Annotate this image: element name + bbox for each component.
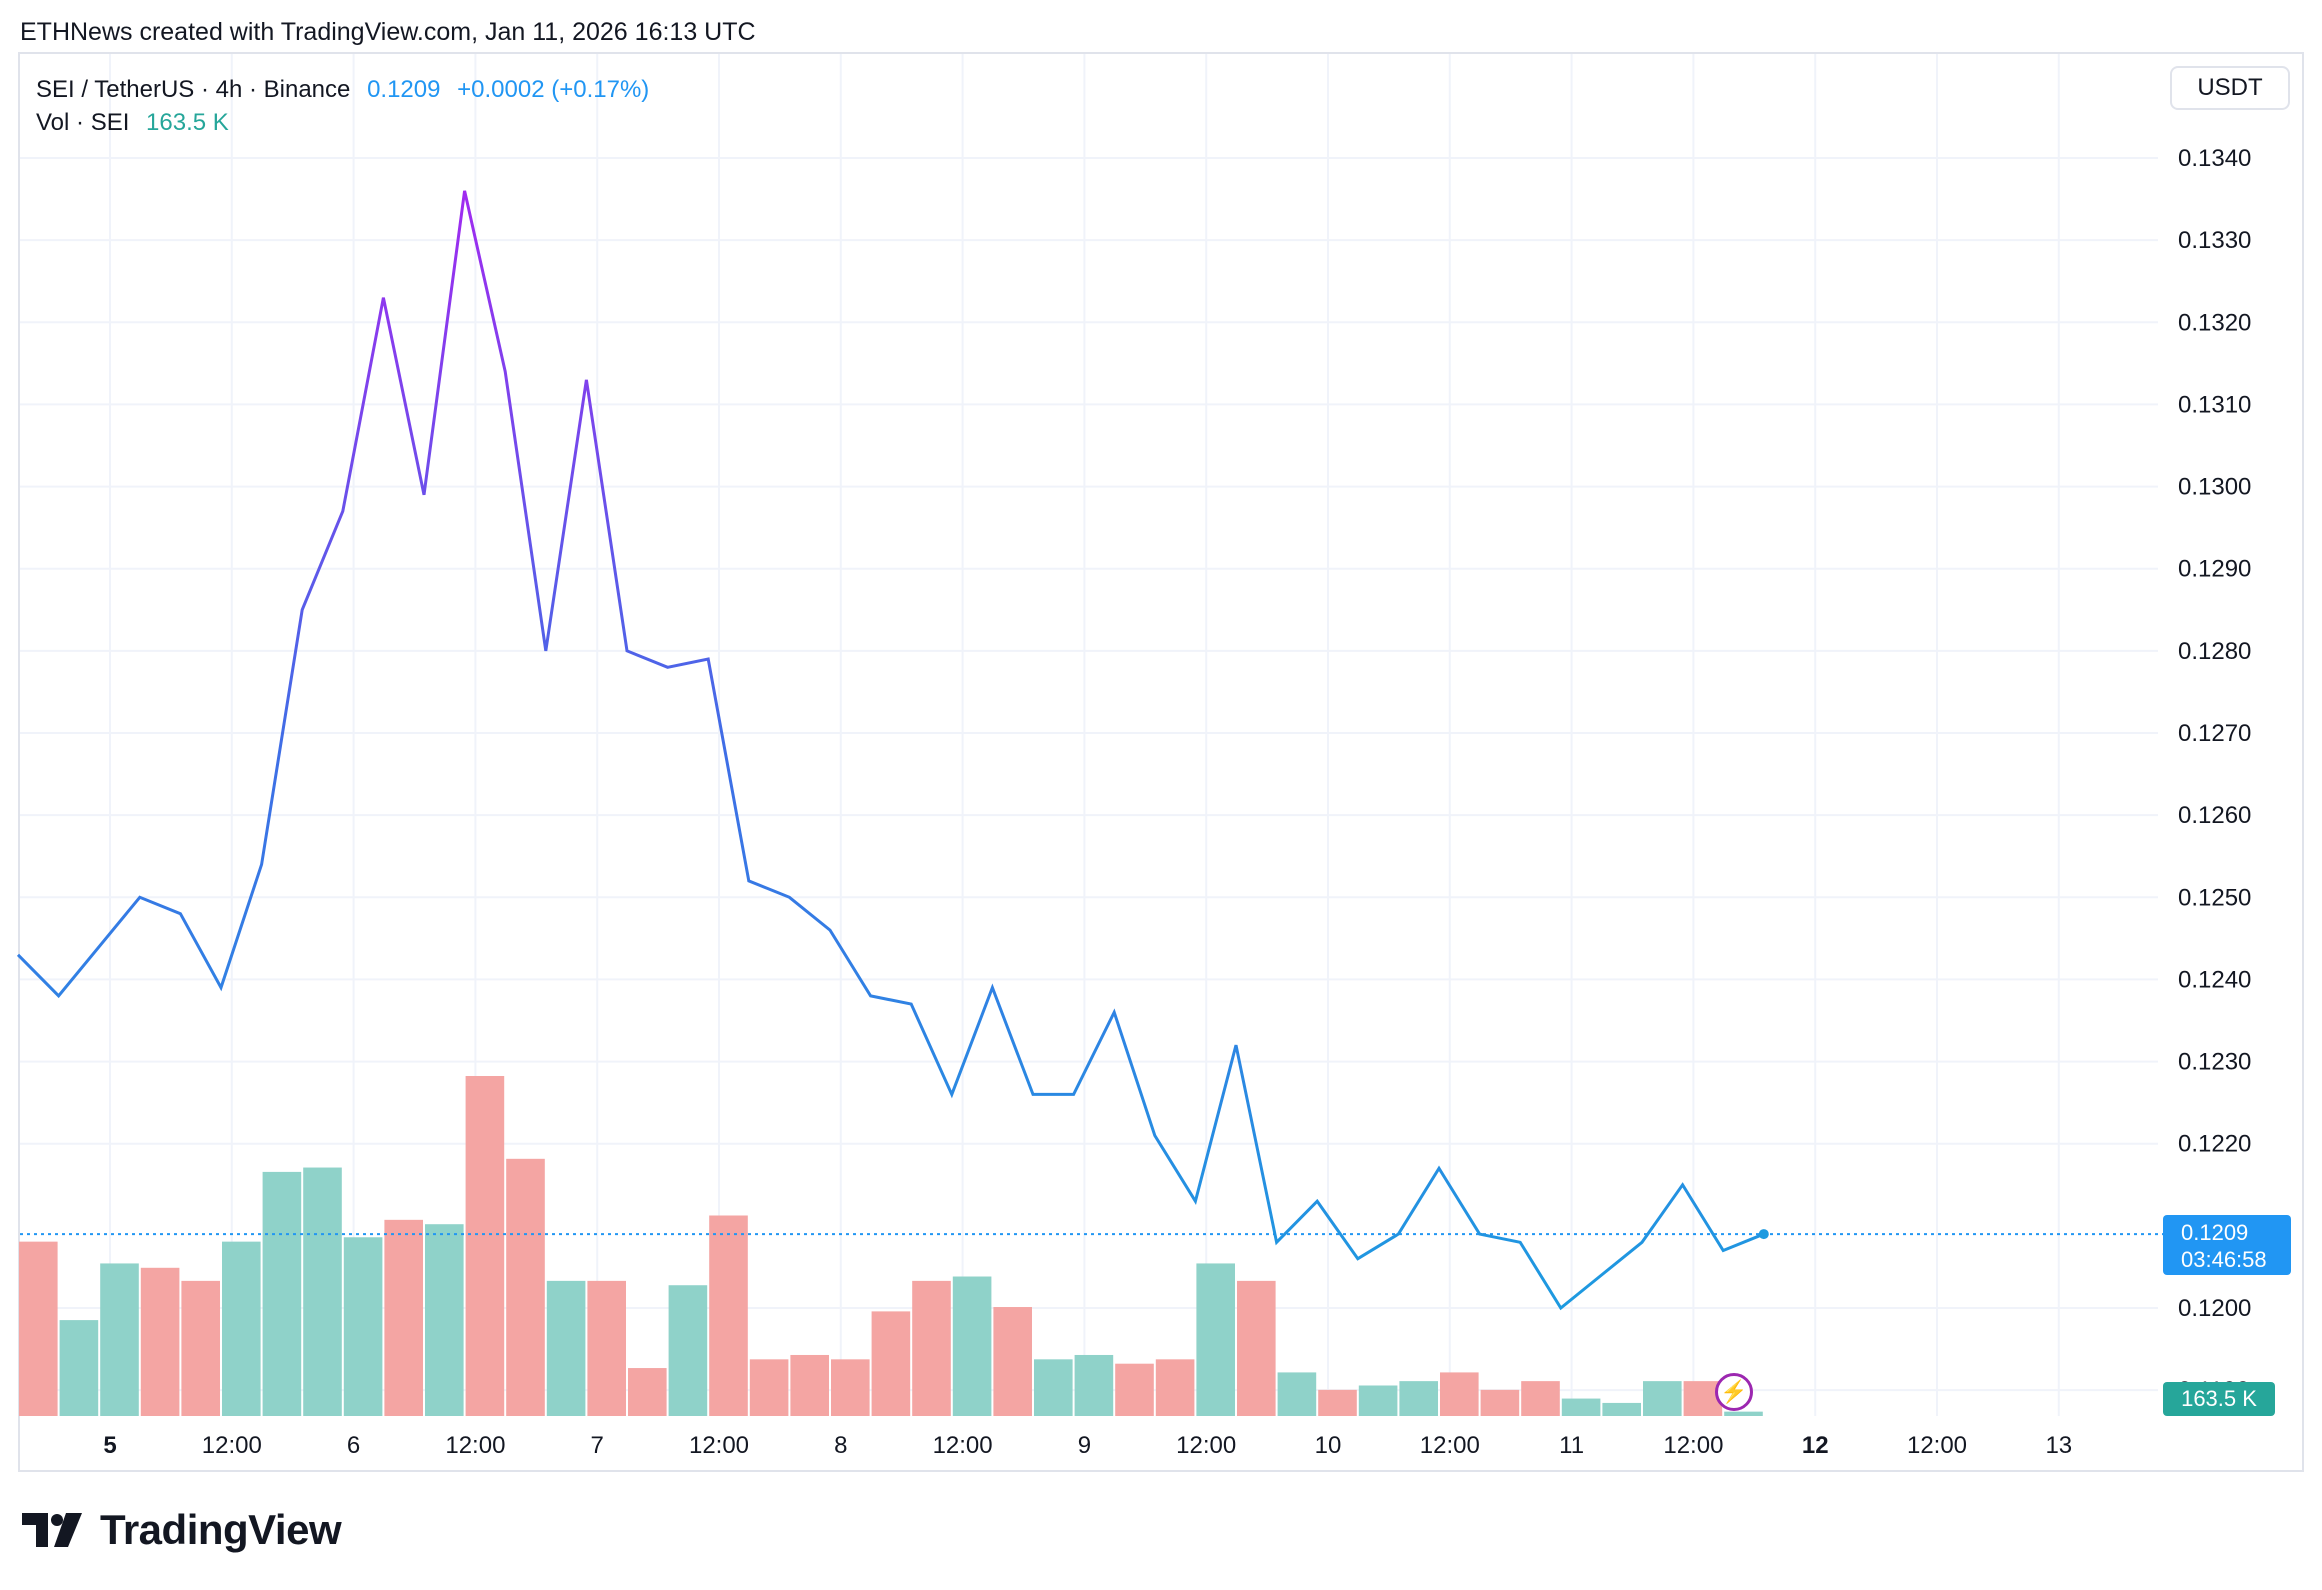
y-tick-label: 0.1300 [2178, 474, 2251, 501]
volume-bar [1440, 1372, 1479, 1416]
x-tick-label: 12:00 [1663, 1432, 1723, 1459]
volume-bar [749, 1359, 789, 1416]
volume-bar [1480, 1389, 1520, 1416]
y-tick-label: 0.1330 [2178, 227, 2251, 254]
volume-bar [1196, 1263, 1235, 1416]
chart-caption: ETHNews created with TradingView.com, Ja… [20, 18, 756, 46]
volume-bar [790, 1354, 829, 1416]
volume-bar [465, 1076, 505, 1416]
x-tick-label: 9 [1078, 1432, 1091, 1459]
volume-label: Vol · SEI [36, 109, 130, 136]
x-tick-label: 12:00 [1420, 1432, 1480, 1459]
y-tick-label: 0.1250 [2178, 884, 2251, 911]
volume-bar [1115, 1363, 1154, 1416]
volume-tag: 163.5 K [2163, 1382, 2275, 1416]
volume-bar [343, 1237, 383, 1416]
volume-bar [1643, 1381, 1682, 1416]
volume-bar [262, 1171, 302, 1416]
chart-panel[interactable] [18, 52, 2304, 1472]
volume-bar [1724, 1411, 1763, 1416]
lightning-icon[interactable]: ⚡ [1715, 1373, 1753, 1411]
volume-bar [912, 1280, 951, 1416]
volume-value: 163.5 K [146, 109, 229, 136]
volume-bar [1358, 1385, 1398, 1416]
volume-bar [1277, 1372, 1317, 1416]
volume-bar [871, 1311, 911, 1416]
volume-bar [59, 1320, 99, 1416]
last-price-tag: 0.1209 03:46:58 [2163, 1215, 2291, 1275]
volume-bar [1155, 1359, 1195, 1416]
x-tick-label: 12 [1802, 1432, 1829, 1459]
volume-bar [1074, 1354, 1114, 1416]
volume-bar [425, 1224, 464, 1416]
y-tick-label: 0.1280 [2178, 638, 2251, 665]
x-tick-label: 12:00 [1176, 1432, 1236, 1459]
y-tick-label: 0.1230 [2178, 1049, 2251, 1076]
y-tick-label: 0.1240 [2178, 966, 2251, 993]
last-price-dot [1758, 1229, 1769, 1240]
volume-legend[interactable]: Vol · SEI 163.5 K [36, 109, 229, 137]
x-tick-label: 12:00 [202, 1432, 262, 1459]
y-tick-label: 0.1310 [2178, 391, 2251, 418]
volume-bar [1521, 1381, 1560, 1416]
volume-bar [628, 1368, 667, 1416]
volume-bar [1318, 1389, 1357, 1416]
tradingview-logo[interactable]: TradingView [22, 1506, 342, 1554]
currency-selector[interactable]: USDT [2170, 66, 2290, 110]
volume-bar [384, 1219, 423, 1416]
volume-bar [587, 1280, 626, 1416]
volume-bar [546, 1280, 586, 1416]
x-tick-label: 5 [103, 1432, 116, 1459]
tradingview-mark-icon [22, 1513, 82, 1547]
volume-bar [506, 1158, 545, 1416]
volume-bar [1399, 1381, 1438, 1416]
volume-bar [709, 1215, 748, 1416]
volume-bar [100, 1263, 139, 1416]
volume-bar [668, 1285, 708, 1416]
x-tick-label: 12:00 [933, 1432, 993, 1459]
x-tick-label: 8 [834, 1432, 847, 1459]
symbol-legend[interactable]: SEI / TetherUS · 4h · Binance 0.1209 +0.… [36, 76, 649, 104]
x-tick-label: 11 [1559, 1432, 1584, 1459]
y-tick-label: 0.1260 [2178, 802, 2251, 829]
x-tick-label: 12:00 [1907, 1432, 1967, 1459]
x-tick-label: 12:00 [445, 1432, 505, 1459]
y-tick-label: 0.1320 [2178, 309, 2251, 336]
symbol-label: SEI / TetherUS · 4h · Binance [36, 76, 351, 103]
volume-bar [181, 1280, 220, 1416]
volume-bar [1237, 1280, 1276, 1416]
volume-bar [140, 1267, 180, 1416]
y-tick-label: 0.1340 [2178, 145, 2251, 172]
volume-bar [952, 1276, 992, 1416]
volume-bar [303, 1167, 342, 1416]
volume-bar [831, 1359, 870, 1416]
price-change-value: +0.0002 (+0.17%) [457, 76, 650, 103]
price-tag-value: 0.1209 [2181, 1220, 2249, 1245]
x-tick-label: 12:00 [689, 1432, 749, 1459]
volume-bar [1034, 1359, 1073, 1416]
volume-bar [19, 1241, 58, 1416]
price-line [16, 190, 1765, 1311]
volume-bar [993, 1307, 1032, 1416]
volume-bar [1561, 1398, 1601, 1416]
x-tick-label: 10 [1315, 1432, 1342, 1459]
price-line-series [16, 190, 1769, 1311]
x-tick-label: 6 [347, 1432, 360, 1459]
y-tick-label: 0.1200 [2178, 1295, 2251, 1322]
y-tick-label: 0.1270 [2178, 720, 2251, 747]
time-axis[interactable]: 5 12:00 6 12:00 7 12:00 8 12:00 9 12:00 10 12:00 11 1… [103, 1432, 2072, 1459]
x-tick-label: 7 [591, 1432, 604, 1459]
volume-bar [1602, 1402, 1641, 1416]
last-price-value: 0.1209 [367, 76, 441, 103]
y-tick-label: 0.1220 [2178, 1131, 2251, 1158]
volume-bars [19, 1076, 1763, 1416]
y-tick-label: 0.1290 [2178, 556, 2251, 583]
x-tick-label: 13 [2045, 1432, 2072, 1459]
bar-countdown: 03:46:58 [2181, 1247, 2267, 1272]
volume-bar [222, 1241, 261, 1416]
brand-wordmark: TradingView [100, 1506, 342, 1553]
